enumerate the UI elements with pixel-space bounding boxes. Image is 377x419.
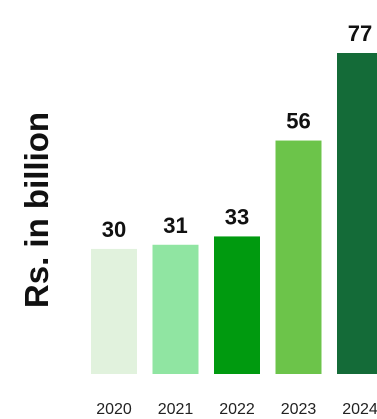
bar-2023 <box>275 140 322 374</box>
data-label-2023: 56 <box>286 109 310 134</box>
bar-2020 <box>91 248 137 374</box>
x-tick-label-2023: 2023 <box>281 401 317 418</box>
bar-2022 <box>214 236 260 374</box>
x-tick-label-2024: 2024 <box>342 401 377 418</box>
bar-2021 <box>152 244 199 374</box>
x-tick-labels-group: 2020 2021 2022 2023 2024 <box>96 401 377 418</box>
x-tick-label-2020: 2020 <box>96 401 132 418</box>
data-label-2021: 31 <box>163 213 187 238</box>
bars-group <box>91 53 377 374</box>
x-tick-label-2022: 2022 <box>219 401 255 418</box>
bar-2024 <box>337 53 377 374</box>
data-label-2022: 33 <box>225 204 249 229</box>
value-labels-group: 30 31 33 56 77 <box>102 21 372 242</box>
data-label-2020: 30 <box>102 217 126 242</box>
data-label-2024: 77 <box>348 21 372 46</box>
x-tick-label-2021: 2021 <box>158 401 194 418</box>
